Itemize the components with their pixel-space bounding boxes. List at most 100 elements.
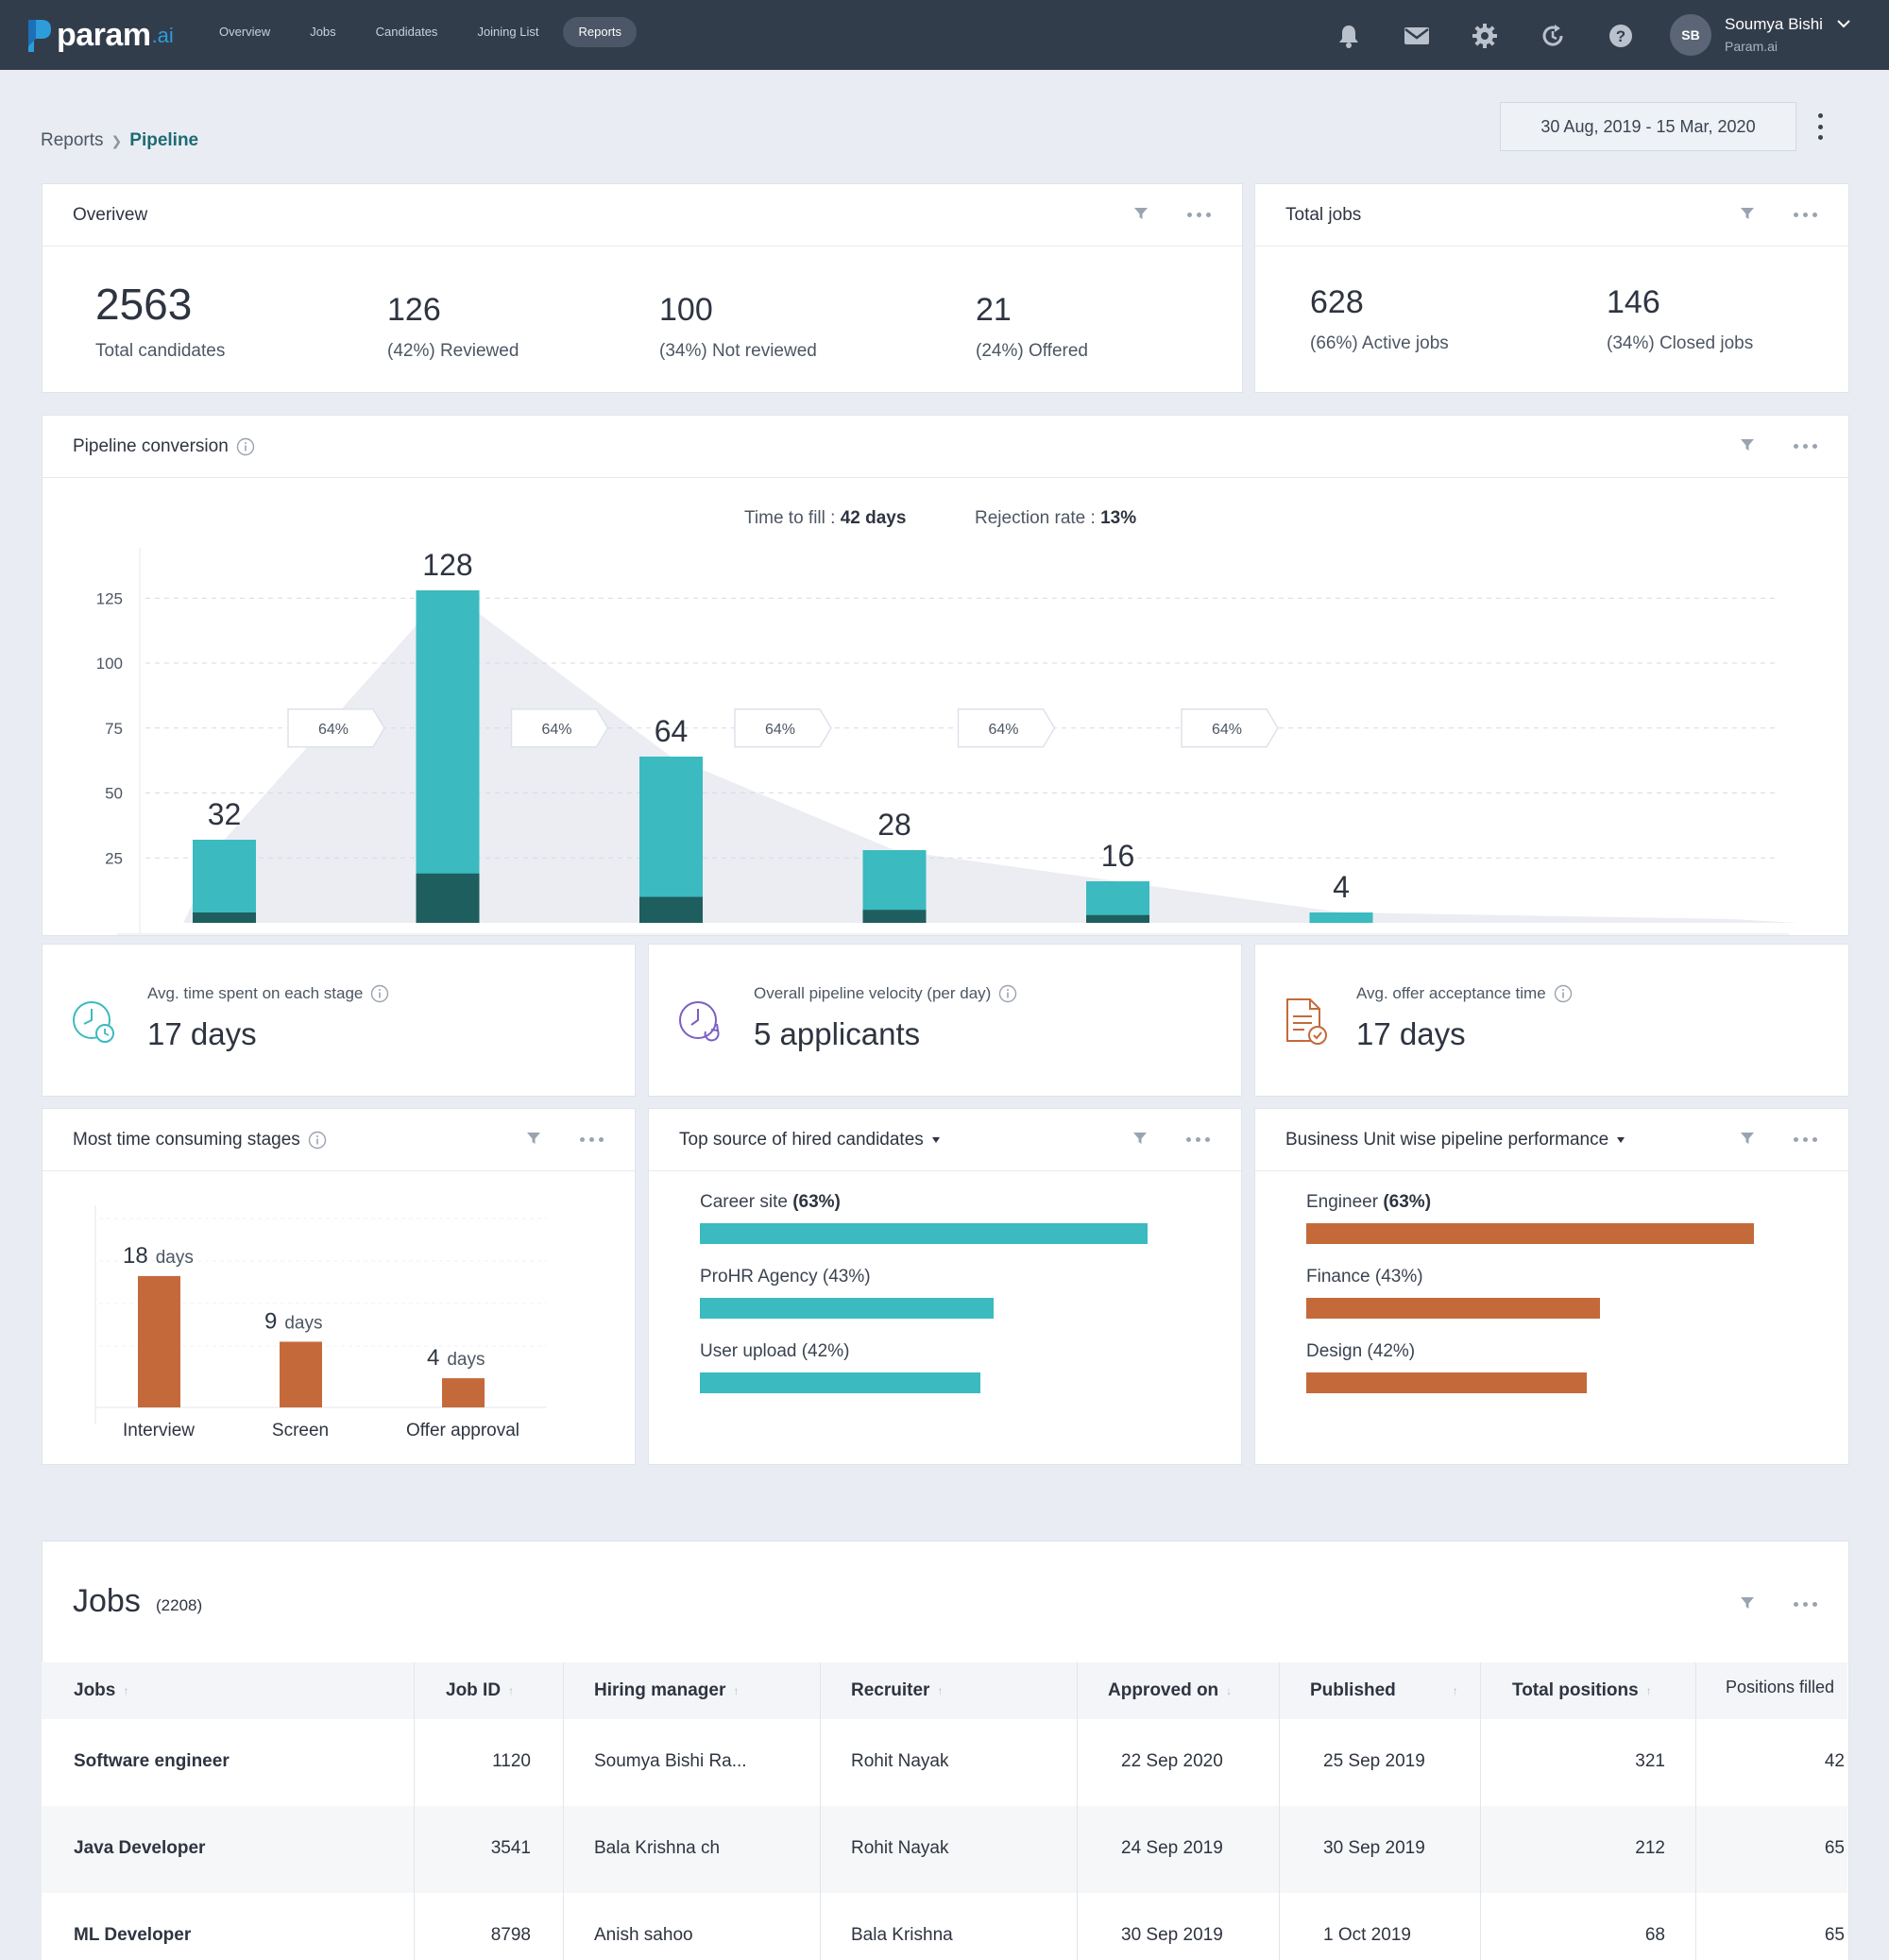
date-range-picker[interactable]: 30 Aug, 2019 - 15 Mar, 2020 <box>1500 102 1796 151</box>
conversion-chip: 64% <box>287 708 385 748</box>
pipeline-bar-value: 4 <box>1333 870 1350 904</box>
y-tick-label: 50 <box>105 785 123 803</box>
info-icon[interactable] <box>370 984 389 1003</box>
avatar[interactable]: SB <box>1670 14 1711 56</box>
caret-down-icon[interactable] <box>931 1136 941 1144</box>
column-header-approved-on[interactable]: Approved on ↓ <box>1108 1680 1233 1700</box>
svg-text:?: ? <box>1616 27 1625 45</box>
filter-icon[interactable] <box>1740 437 1755 452</box>
reviewed-value: 126 <box>387 292 441 328</box>
column-header-hiring-manager[interactable]: Hiring manager ↑ <box>594 1680 740 1700</box>
column-header-published[interactable]: Published ↑ <box>1310 1680 1458 1700</box>
bell-icon[interactable] <box>1332 19 1366 53</box>
column-header-recruiter[interactable]: Recruiter ↑ <box>851 1680 944 1700</box>
hbar[interactable] <box>1306 1298 1600 1319</box>
nav-item-reports[interactable]: Reports <box>563 17 638 47</box>
filter-icon[interactable] <box>1740 1595 1755 1611</box>
chevron-down-icon[interactable] <box>1836 19 1851 28</box>
pipeline-bar-value: 128 <box>422 548 472 582</box>
rejection-rate-label: Rejection rate : <box>975 508 1101 528</box>
avg-stage-time-value: 17 days <box>147 1016 257 1051</box>
filter-icon[interactable] <box>1740 1131 1755 1146</box>
conversion-chip: 64% <box>957 708 1056 748</box>
table-row[interactable]: Java Developer 3541 Bala Krishna ch Rohit N… <box>42 1806 1847 1893</box>
nav-item-jobs[interactable]: Jobs <box>310 25 336 39</box>
time-consuming-stages-card: Most time consuming stages 18 days Intervi… <box>42 1108 636 1465</box>
table-cell: Soumya Bishi Ra... <box>594 1751 747 1771</box>
sort-arrow-icon: ↑ <box>123 1684 129 1697</box>
column-header-positions-filled[interactable]: Positions filled <box>1726 1677 1835 1696</box>
stage-bar[interactable] <box>280 1341 322 1407</box>
column-divider <box>820 1662 821 1960</box>
stage-category-label: Interview <box>123 1421 195 1440</box>
column-header-jobs[interactable]: Jobs ↑ <box>74 1680 129 1700</box>
hbar[interactable] <box>700 1372 980 1393</box>
hbar[interactable] <box>700 1223 1148 1244</box>
stages-card-header: Most time consuming stages <box>43 1109 635 1171</box>
more-horizontal-icon[interactable] <box>1794 1602 1822 1607</box>
more-horizontal-icon[interactable] <box>1186 1137 1215 1142</box>
info-icon[interactable] <box>308 1131 327 1150</box>
column-header-total-positions[interactable]: Total positions ↑ <box>1512 1680 1652 1700</box>
table-cell: Anish sahoo <box>594 1925 693 1945</box>
document-check-icon <box>1286 998 1327 1045</box>
table-row[interactable]: Software engineer 1120 Soumya Bishi Ra... R… <box>42 1719 1847 1806</box>
more-horizontal-icon[interactable] <box>580 1137 608 1142</box>
y-tick-label: 125 <box>96 589 123 607</box>
stage-category-label: Offer approval <box>406 1421 519 1440</box>
hbar[interactable] <box>1306 1223 1754 1244</box>
refresh-icon[interactable] <box>1536 19 1570 53</box>
info-icon[interactable] <box>1554 984 1573 1003</box>
total-jobs-title: Total jobs <box>1285 205 1362 225</box>
source-title[interactable]: Top source of hired candidates <box>679 1130 941 1150</box>
info-icon[interactable] <box>236 437 255 456</box>
pipeline-bar[interactable] <box>639 757 703 923</box>
help-icon[interactable]: ? <box>1604 19 1638 53</box>
nav-item-overview[interactable]: Overview <box>219 25 271 39</box>
more-horizontal-icon[interactable] <box>1794 213 1822 217</box>
stage-bar-value: 18 days <box>123 1243 194 1269</box>
more-horizontal-icon[interactable] <box>1187 213 1216 217</box>
stage-bar[interactable] <box>138 1275 180 1407</box>
gear-icon[interactable] <box>1468 19 1502 53</box>
more-options-icon[interactable] <box>1811 110 1829 144</box>
breadcrumb-root[interactable]: Reports <box>41 130 104 150</box>
hbar[interactable] <box>700 1298 994 1319</box>
more-horizontal-icon[interactable] <box>1794 444 1822 449</box>
pipeline-bar[interactable] <box>1309 912 1373 923</box>
rejection-rate-value: 13% <box>1100 508 1137 528</box>
pipeline-velocity-label-text: Overall pipeline velocity (per day) <box>754 984 992 1002</box>
conversion-chip-label: 64% <box>1212 722 1242 738</box>
table-cell: Bala Krishna <box>851 1925 953 1945</box>
filter-icon[interactable] <box>1132 1131 1148 1146</box>
total-candidates-label: Total candidates <box>95 341 226 361</box>
table-cell: 212 <box>1635 1838 1665 1858</box>
filter-icon[interactable] <box>526 1131 541 1146</box>
user-name[interactable]: Soumya Bishi <box>1725 15 1823 33</box>
nav-item-joining-list[interactable]: Joining List <box>477 25 539 39</box>
overview-title: Overivew <box>73 205 148 225</box>
pipeline-bar[interactable] <box>193 840 256 923</box>
nav-item-candidates[interactable]: Candidates <box>375 25 438 39</box>
total-jobs-card-header: Total jobs <box>1255 184 1848 247</box>
caret-down-icon[interactable] <box>1616 1136 1625 1144</box>
bu-title[interactable]: Business Unit wise pipeline performance <box>1285 1130 1625 1150</box>
filter-icon[interactable] <box>1133 206 1149 221</box>
mail-icon[interactable] <box>1400 19 1434 53</box>
brand-logo[interactable]: param .ai <box>28 17 174 54</box>
column-header-job-id[interactable]: Job ID ↑ <box>446 1680 515 1700</box>
conversion-chip: 64% <box>734 708 832 748</box>
info-icon[interactable] <box>998 984 1017 1003</box>
pipeline-bar[interactable] <box>416 590 480 923</box>
table-row[interactable]: ML Developer 8798 Anish sahoo Bala Krishna 3… <box>42 1893 1847 1960</box>
stage-bar[interactable] <box>442 1378 485 1407</box>
hbar[interactable] <box>1306 1372 1587 1393</box>
source-card-header: Top source of hired candidates <box>649 1109 1241 1171</box>
pipeline-title: Pipeline conversion <box>73 436 255 457</box>
more-horizontal-icon[interactable] <box>1794 1137 1822 1142</box>
bu-title-text: Business Unit wise pipeline performance <box>1285 1130 1609 1150</box>
stage-bar-value: 4 days <box>427 1345 485 1371</box>
bu-card-header: Business Unit wise pipeline performance <box>1255 1109 1848 1171</box>
filter-icon[interactable] <box>1740 206 1755 221</box>
table-cell: 321 <box>1635 1751 1665 1771</box>
